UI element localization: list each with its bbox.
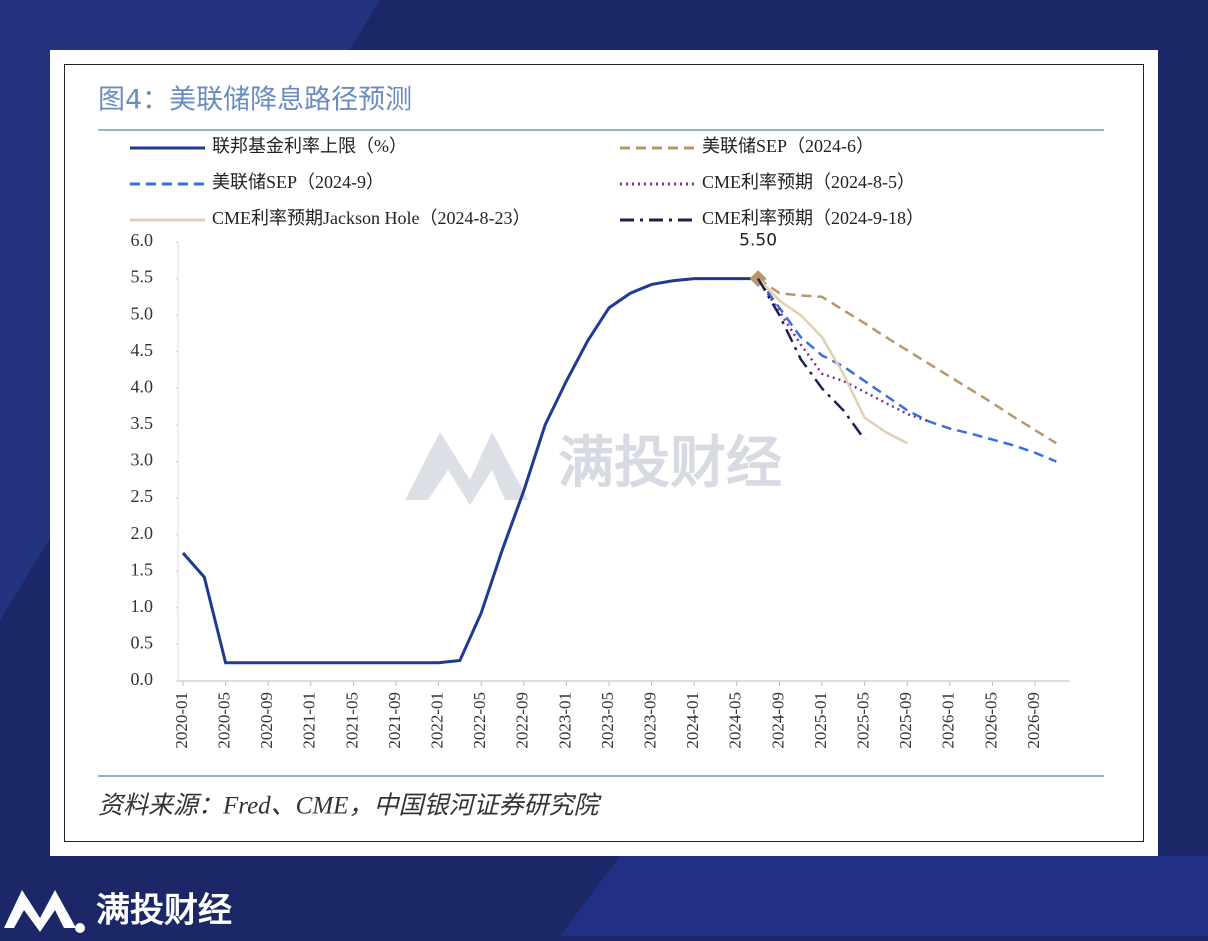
card [50,50,1158,856]
value-label: 5.50 [739,231,777,251]
y-tick-label: 4.0 [131,376,154,396]
bg-shape [560,856,1208,936]
y-tick-label: 6.0 [131,230,154,250]
y-tick-label: 5.5 [131,267,154,287]
x-tick-label: 2023-09 [641,692,660,749]
x-tick-label: 2022-01 [428,692,447,749]
x-tick-label: 2021-05 [342,692,361,749]
x-tick-label: 2024-09 [768,692,787,749]
legend-label: CME利率预期（2024-8-5） [702,172,915,192]
y-tick-label: 0.5 [131,633,154,653]
watermark-logo [405,432,528,505]
series-line [757,277,1057,445]
brand-icon [4,890,76,932]
brand-dot [75,923,85,933]
y-tick-label: 1.5 [131,559,154,579]
x-tick-label: 2020-09 [257,692,276,749]
legend-label: 联邦基金利率上限（%） [212,136,407,156]
x-tick-label: 2020-01 [172,692,191,749]
x-tick-label: 2023-05 [598,692,617,749]
legend-label: CME利率预期Jackson Hole（2024-8-23） [212,208,530,228]
x-tick-label: 2021-01 [300,692,319,749]
series-line [757,277,908,445]
y-tick-label: 4.5 [131,340,154,360]
series-line [757,277,866,441]
y-tick-label: 5.0 [131,303,154,323]
y-tick-label: 3.5 [131,413,154,433]
watermark: 满投财经 [558,431,782,496]
x-tick-label: 2022-09 [513,692,532,749]
x-tick-label: 2025-05 [854,692,873,749]
series-line [181,277,759,665]
legend-label: 美联储SEP（2024-6） [702,136,874,156]
x-tick-label: 2026-05 [981,692,1000,749]
x-tick-label: 2025-09 [896,692,915,749]
legend-label: CME利率预期（2024-9-18） [702,208,924,228]
frame [64,64,1144,842]
y-tick-label: 3.0 [131,450,154,470]
legend-label: 美联储SEP（2024-9） [212,172,384,192]
source: 资料来源：Fred、CME，中国银河证券研究院 [98,792,602,820]
x-tick-label: 2024-01 [683,692,702,749]
brand: 满投财经 [96,891,232,931]
x-tick-label: 2026-09 [1024,692,1043,749]
x-tick-label: 2024-05 [726,692,745,749]
x-tick-label: 2020-05 [215,692,234,749]
watermark-icon [405,432,528,505]
x-tick-label: 2021-09 [385,692,404,749]
y-tick-label: 1.0 [131,596,154,616]
x-tick-label: 2023-01 [555,692,574,749]
series-line [757,277,1057,463]
chart-title: 图4：美联储降息路径预测 [98,85,412,116]
y-tick-label: 0.0 [131,669,154,689]
x-tick-label: 2025-01 [811,692,830,749]
y-tick-label: 2.5 [131,486,154,506]
x-tick-label: 2026-01 [939,692,958,749]
y-tick-label: 2.0 [131,523,154,543]
x-tick-label: 2022-05 [470,692,489,749]
